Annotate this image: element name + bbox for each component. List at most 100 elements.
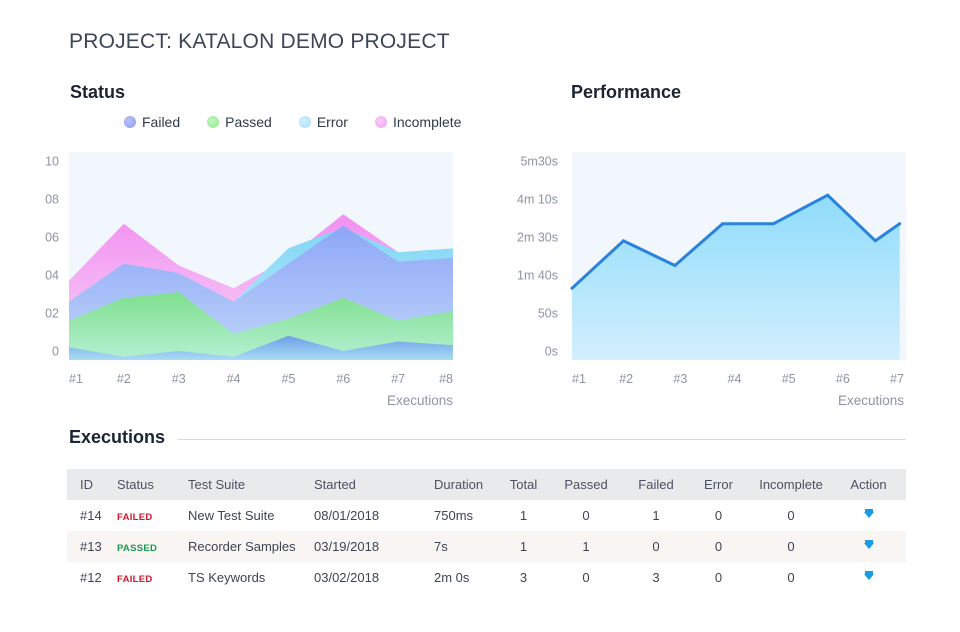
table-row: #14 FAILED New Test Suite 08/01/2018 750… xyxy=(67,500,906,531)
failed-cell: 1 xyxy=(652,508,660,523)
col-header-duration[interactable]: Duration xyxy=(421,469,501,500)
legend-dot-icon xyxy=(374,116,387,128)
status-x-tick-label: #8 xyxy=(439,372,453,386)
status-y-tick-label: 04 xyxy=(45,269,59,283)
col-header-error[interactable]: Error xyxy=(686,469,751,500)
performance-y-tick-label: 1m 40s xyxy=(517,269,558,283)
download-icon[interactable] xyxy=(863,540,874,549)
download-icon[interactable] xyxy=(863,571,874,580)
status-cell: PASSED xyxy=(104,531,175,562)
performance-y-tick-label: 2m 30s xyxy=(517,231,558,245)
error-cell: 0 xyxy=(686,531,751,562)
duration-cell: 2m 0s xyxy=(434,570,470,585)
performance-x-axis-title: Executions xyxy=(838,393,904,408)
test-suite-link[interactable]: New Test Suite xyxy=(188,508,275,523)
legend-dot-icon xyxy=(124,116,136,128)
performance-point xyxy=(826,193,830,197)
status-x-tick-label: #6 xyxy=(336,372,350,386)
legend-item-failed[interactable]: Failed xyxy=(124,114,180,130)
total-cell: 1 xyxy=(501,531,546,562)
col-header-test-suite[interactable]: Test Suite xyxy=(175,469,301,500)
performance-line xyxy=(570,193,901,290)
performance-point xyxy=(721,222,725,226)
col-header-status[interactable]: Status xyxy=(104,469,175,500)
status-x-tick-label: #3 xyxy=(172,372,186,386)
status-x-tick-label: #2 xyxy=(117,372,131,386)
status-area-base xyxy=(69,335,453,360)
passed-cell: 0 xyxy=(582,570,590,585)
legend-item-passed[interactable]: Passed xyxy=(207,114,272,130)
test-suite-link[interactable]: TS Keywords xyxy=(188,570,266,585)
action-cell xyxy=(831,531,906,562)
duration-cell: 750ms xyxy=(434,508,474,523)
legend-label: Incomplete xyxy=(392,114,462,130)
action-cell xyxy=(831,562,906,593)
col-header-action: Action xyxy=(831,469,906,500)
legend-label: Failed xyxy=(142,114,181,130)
performance-x-tick-label: #1 xyxy=(572,372,586,386)
status-x-tick-label: #4 xyxy=(227,372,241,386)
performance-point xyxy=(570,286,574,290)
download-icon[interactable] xyxy=(863,509,874,518)
error-cell: 0 xyxy=(714,570,723,585)
project-title: PROJECT: KATALON DEMO PROJECT xyxy=(69,30,450,53)
started-cell: 08/01/2018 xyxy=(314,508,380,523)
started-cell: 03/02/2018 xyxy=(314,570,380,585)
performance-point xyxy=(898,222,902,226)
failed-cell: 3 xyxy=(652,570,660,585)
incomplete-cell: 0 xyxy=(751,531,831,562)
performance-y-tick-label: 50s xyxy=(538,307,558,321)
legend-label: Error xyxy=(316,114,348,130)
performance-x-tick-label: #6 xyxy=(836,372,850,386)
col-header-started[interactable]: Started xyxy=(301,469,421,500)
execution-id-link[interactable]: #12 xyxy=(80,570,102,585)
started-cell: 03/19/2018 xyxy=(301,531,421,562)
status-y-tick-label: 02 xyxy=(45,307,59,321)
performance-x-tick-label: #4 xyxy=(728,372,742,386)
status-cell: FAILED xyxy=(104,562,175,593)
status-badge: FAILED xyxy=(117,574,153,585)
legend-item-incomplete[interactable]: Incomplete xyxy=(374,114,462,130)
incomplete-cell: 0 xyxy=(787,508,795,523)
status-x-tick-label: #1 xyxy=(69,372,83,386)
executions-table: ID Status Test Suite Started Duration To… xyxy=(67,469,906,593)
status-cell: FAILED xyxy=(104,500,175,531)
performance-x-tick-label: #5 xyxy=(782,372,796,386)
passed-cell: 0 xyxy=(582,508,590,523)
status-x-axis-title: Executions xyxy=(387,393,453,408)
status-area-passed xyxy=(69,292,453,360)
duration-cell: 7s xyxy=(421,531,501,562)
incomplete-cell: 0 xyxy=(787,570,795,585)
performance-y-tick-label: 4m 10s xyxy=(517,193,558,207)
col-header-incomplete[interactable]: Incomplete xyxy=(751,469,831,500)
status-x-tick-label: #5 xyxy=(281,372,295,386)
total-cell: 3 xyxy=(519,570,528,585)
performance-chart-title: Performance xyxy=(571,82,682,102)
status-badge: FAILED xyxy=(117,512,153,523)
passed-cell: 1 xyxy=(546,531,626,562)
execution-id-link[interactable]: #13 xyxy=(67,531,104,562)
legend-item-error[interactable]: Error xyxy=(298,114,348,130)
col-header-passed[interactable]: Passed xyxy=(546,469,626,500)
col-header-failed[interactable]: Failed xyxy=(626,469,686,500)
executions-divider xyxy=(178,439,906,440)
status-badge: PASSED xyxy=(117,543,158,554)
col-header-total[interactable]: Total xyxy=(501,469,546,500)
legend-label: Passed xyxy=(225,114,272,130)
execution-id-link[interactable]: #14 xyxy=(80,508,102,523)
performance-x-tick-label: #7 xyxy=(890,372,904,386)
failed-cell: 0 xyxy=(626,531,686,562)
performance-y-tick-label: 5m30s xyxy=(520,155,558,169)
performance-y-tick-label: 0s xyxy=(545,345,558,359)
legend-dot-icon xyxy=(298,116,311,128)
status-y-tick-label: 06 xyxy=(45,231,59,245)
table-row: #12 FAILED TS Keywords 03/02/2018 2m 0s … xyxy=(67,562,906,593)
test-suite-link[interactable]: Recorder Samples xyxy=(175,531,301,562)
col-header-id[interactable]: ID xyxy=(67,469,104,500)
performance-point xyxy=(673,264,677,267)
status-y-tick-label: 0 xyxy=(52,345,59,359)
performance-x-tick-label: #2 xyxy=(619,372,633,386)
status-y-tick-label: 10 xyxy=(45,155,59,169)
performance-x-tick-label: #3 xyxy=(673,372,687,386)
